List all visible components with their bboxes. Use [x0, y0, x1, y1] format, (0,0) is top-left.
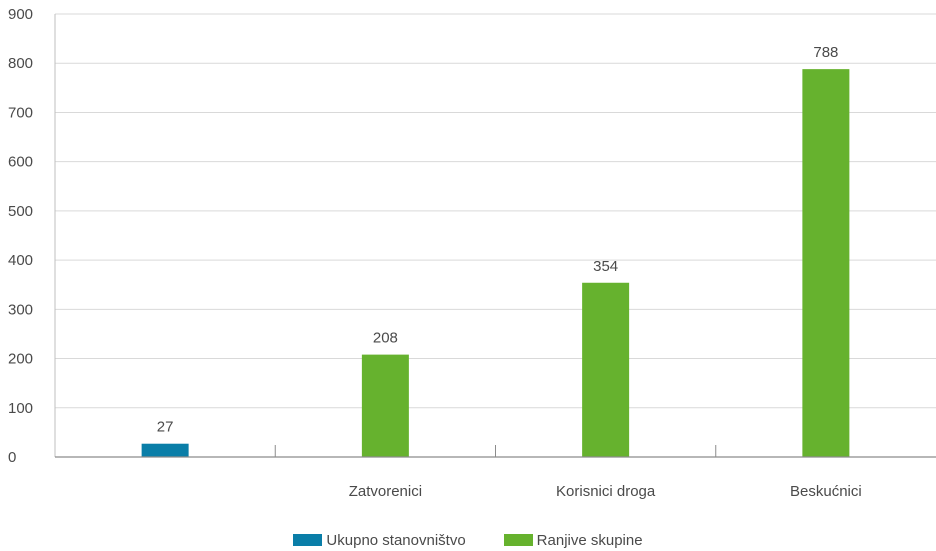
category-label-3: Beskućnici — [790, 483, 862, 500]
data-labels: 27 208 354 788 — [157, 44, 839, 436]
y-axis-tick-labels: 0 100 200 300 400 500 600 700 800 900 — [8, 6, 33, 466]
legend-label-ranjive: Ranjive skupine — [536, 531, 643, 549]
y-tick-label-700: 700 — [8, 104, 33, 121]
data-label-1: 208 — [373, 330, 398, 347]
legend-swatch-ukupno — [293, 534, 323, 546]
bar-2 — [582, 282, 630, 457]
category-label-1: Zatvorenici — [349, 483, 422, 500]
data-label-3: 788 — [813, 44, 838, 61]
bars — [141, 69, 850, 457]
y-tick-label-400: 400 — [8, 252, 33, 269]
bar-1 — [361, 354, 409, 457]
category-labels: Zatvorenici Korisnici droga Beskućnici — [349, 483, 862, 500]
bar-0 — [141, 443, 189, 457]
data-label-2: 354 — [593, 258, 618, 275]
y-tick-label-0: 0 — [8, 449, 16, 466]
y-tick-label-900: 900 — [8, 6, 33, 23]
data-label-0: 27 — [157, 419, 174, 436]
legend-item-ranjive: Ranjive skupine — [503, 531, 643, 549]
y-tick-label-800: 800 — [8, 55, 33, 72]
y-tick-label-100: 100 — [8, 400, 33, 417]
bar-3 — [802, 69, 850, 457]
category-label-2: Korisnici droga — [556, 483, 656, 500]
y-tick-label-300: 300 — [8, 301, 33, 318]
y-tick-label-500: 500 — [8, 203, 33, 220]
legend-swatch-ranjive — [503, 534, 533, 546]
legend-item-ukupno: Ukupno stanovništvo — [293, 531, 466, 549]
y-tick-label-200: 200 — [8, 351, 33, 368]
legend-label-ukupno: Ukupno stanovništvo — [326, 531, 466, 549]
y-tick-label-600: 600 — [8, 154, 33, 171]
gridlines — [54, 13, 936, 457]
legend: Ukupno stanovništvo Ranjive skupine — [0, 529, 936, 551]
x-axis — [55, 445, 936, 458]
